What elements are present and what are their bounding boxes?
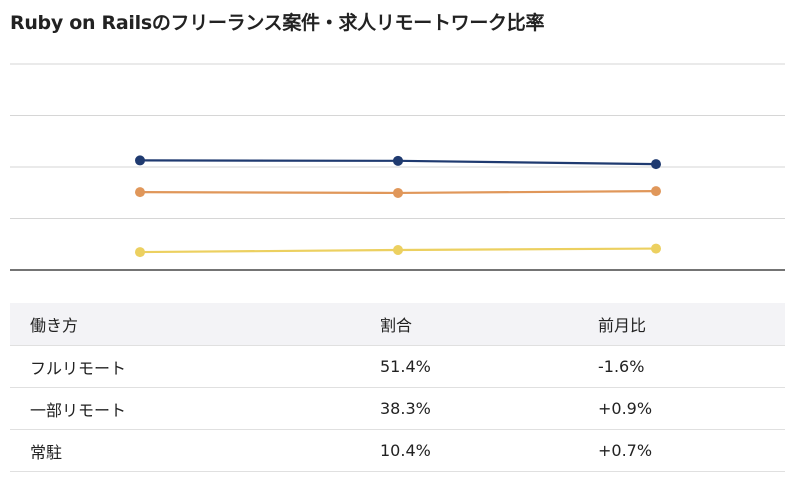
header-work-style: 働き方 xyxy=(10,303,360,346)
work-style-cell: 常駐 xyxy=(10,429,360,472)
series-3-point xyxy=(651,243,661,254)
series-2-point xyxy=(135,187,145,198)
series-1-point xyxy=(651,159,661,170)
ratio-cell: 51.4% xyxy=(360,345,578,388)
table-row: 一部リモート 38.3% +0.9% xyxy=(10,387,785,430)
chart-title: Ruby on Railsのフリーランス案件・求人リモートワーク比率 xyxy=(10,12,545,34)
chart-grid xyxy=(10,63,785,271)
chart-series xyxy=(139,159,657,254)
change-cell: +0.9% xyxy=(578,387,785,430)
chart-points xyxy=(135,155,661,258)
series-1-point xyxy=(393,155,403,166)
series-2-point xyxy=(651,186,661,197)
header-ratio: 割合 xyxy=(360,303,578,346)
series-2-point xyxy=(393,187,403,198)
change-cell: -1.6% xyxy=(578,345,785,388)
header-mom-change: 前月比 xyxy=(578,303,785,346)
work-style-cell: フルリモート xyxy=(10,345,360,388)
series-1-point xyxy=(135,155,145,166)
ratio-cell: 38.3% xyxy=(360,387,578,430)
ratio-table: 働き方 割合 前月比 フルリモート 51.4% -1.6% 一部リモート 38.… xyxy=(10,303,785,472)
line-chart xyxy=(10,63,785,271)
series-3-point xyxy=(135,247,145,258)
change-cell: +0.7% xyxy=(578,429,785,472)
table-row: 常駐 10.4% +0.7% xyxy=(10,429,785,472)
table-header-row: 働き方 割合 前月比 xyxy=(10,303,785,346)
table-row: フルリモート 51.4% -1.6% xyxy=(10,345,785,388)
ratio-cell: 10.4% xyxy=(360,429,578,472)
work-style-cell: 一部リモート xyxy=(10,387,360,430)
series-3-point xyxy=(393,245,403,256)
